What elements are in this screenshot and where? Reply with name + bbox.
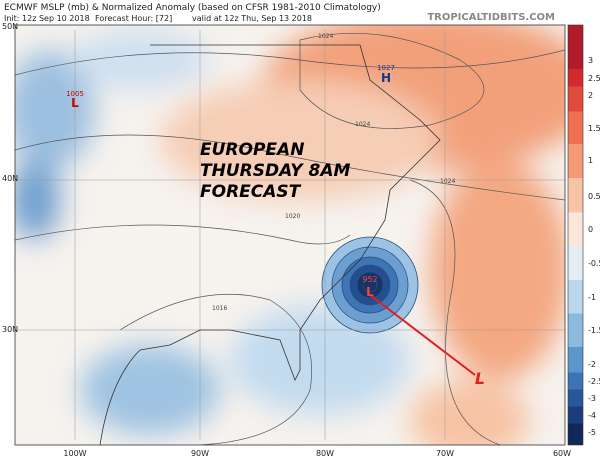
colorbar-segment	[568, 86, 583, 112]
colorbar-segment	[568, 372, 583, 390]
init: Init: 12z Sep 10 2018	[4, 14, 90, 23]
pressure-value: 1027	[377, 64, 395, 72]
colorbar-segment	[568, 212, 583, 246]
overlay-line: EUROPEAN	[200, 140, 304, 160]
lon-label: 90W	[191, 449, 209, 458]
title: ECMWF MSLP (mb) & Normalized Anomaly (ba…	[4, 3, 381, 13]
map-frame	[14, 24, 566, 446]
lon-label: 60W	[553, 449, 571, 458]
colorbar-label: -5	[588, 428, 596, 437]
colorbar-label: -1	[588, 293, 596, 302]
colorbar-segment	[568, 25, 583, 69]
pressure-value: 952	[362, 275, 377, 284]
colorbar-segment	[568, 144, 583, 178]
colorbar-frame	[567, 24, 584, 446]
lat-label: 30N	[2, 325, 18, 334]
overlay-line: FORECAST	[200, 182, 302, 202]
colorbar-label: -3	[588, 394, 596, 403]
colorbar-label: 0.5	[588, 192, 600, 201]
colorbar-label: -2.5	[588, 377, 600, 386]
lat-label: 40N	[2, 174, 18, 183]
colorbar-label: 3	[588, 56, 593, 65]
colorbar-label: 2	[588, 91, 593, 100]
colorbar-segment	[568, 423, 583, 445]
colorbar-segment	[568, 347, 583, 373]
colorbar-label: 0	[588, 225, 593, 234]
pressure-letter: H	[381, 71, 391, 85]
isobar-label: 1024	[318, 33, 333, 40]
colorbar-segment	[568, 178, 583, 213]
colorbar-label: -2	[588, 360, 596, 369]
forecast-low: L	[475, 369, 485, 388]
pressure-letter: L	[366, 285, 374, 299]
colorbar-label: 1	[588, 156, 593, 165]
colorbar-label: 2.5	[588, 74, 600, 83]
lat-label: 50N	[2, 22, 18, 31]
map: EUROPEAN THURSDAY 8AM FORECAST 1005 L 10…	[15, 25, 565, 445]
colorbar-segment	[568, 69, 583, 87]
isobar-label: 1024	[355, 121, 370, 128]
colorbar: 3 2.5 2 1.5 1 0.5 0 -0.5 -1 -1.5 -2 -2.5 -3 -4 -5	[567, 24, 600, 446]
colorbar-segment	[568, 246, 583, 280]
lon-label: 100W	[63, 449, 86, 458]
lon-label: 70W	[436, 449, 454, 458]
pressure-letter: L	[71, 96, 79, 110]
colorbar-segment	[568, 389, 583, 407]
colorbar-segment	[568, 313, 583, 347]
colorbar-segment	[568, 111, 583, 144]
overlay-line: THURSDAY 8AM	[200, 161, 350, 181]
isobar-label: 1024	[440, 178, 455, 185]
colorbar-label: -0.5	[588, 259, 600, 268]
site: TROPICALTIDBITS.COM	[427, 12, 555, 23]
colorbar-segment	[568, 406, 583, 424]
pressure-value: 1005	[66, 90, 84, 98]
isobar-label: 1016	[212, 305, 227, 312]
isobar-label: 1020	[285, 213, 300, 220]
colorbar-label: -4	[588, 411, 596, 420]
colorbar-segment	[568, 280, 583, 314]
colorbar-label: 1.5	[588, 124, 600, 133]
valid: valid at 12z Thu, Sep 13 2018	[192, 14, 312, 23]
lon-label: 80W	[316, 449, 334, 458]
forecast-hour: Forecast Hour: [72]	[95, 14, 172, 23]
colorbar-label: -1.5	[588, 326, 600, 335]
